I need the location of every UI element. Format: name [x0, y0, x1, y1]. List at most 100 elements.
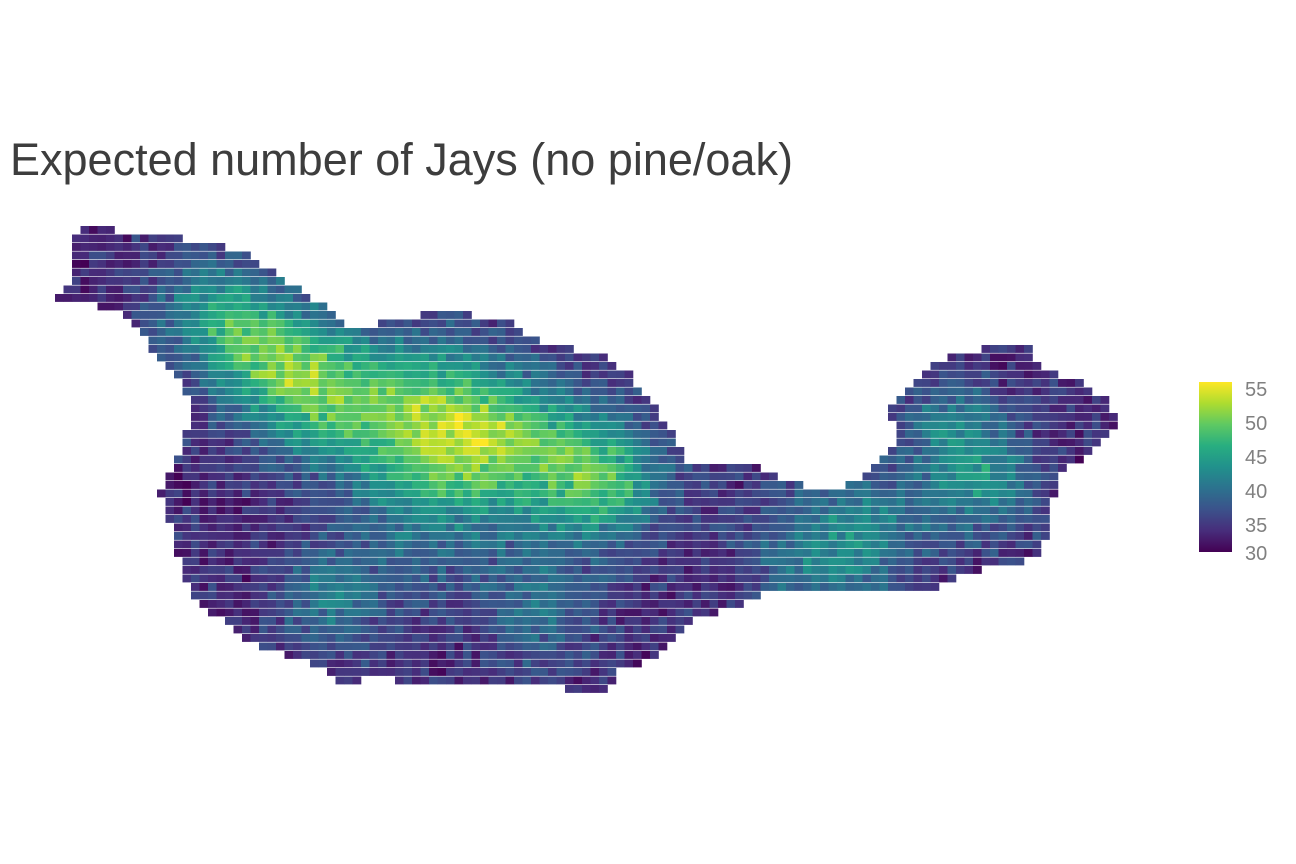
raster-cell — [743, 481, 753, 489]
raster-cell — [1024, 379, 1033, 387]
raster-cell — [301, 430, 311, 438]
raster-cell — [505, 625, 515, 634]
raster-cell — [692, 532, 702, 540]
raster-cell — [1075, 447, 1084, 455]
raster-cell — [157, 234, 166, 243]
raster-cell — [743, 557, 753, 566]
raster-cell — [208, 294, 217, 302]
raster-cell — [658, 472, 668, 481]
raster-cell — [1092, 438, 1101, 447]
raster-cell — [318, 608, 328, 617]
raster-cell — [1032, 387, 1042, 396]
raster-cell — [709, 574, 719, 583]
raster-cell — [1049, 379, 1059, 387]
raster-cell — [284, 319, 294, 328]
raster-cell — [131, 243, 141, 251]
raster-cell — [225, 328, 234, 336]
raster-cell — [395, 642, 404, 651]
raster-cell — [250, 506, 260, 515]
raster-cell — [922, 464, 931, 472]
raster-cell — [803, 515, 812, 523]
raster-cell — [488, 472, 498, 481]
raster-cell — [565, 659, 574, 668]
raster-cell — [973, 489, 982, 498]
raster-cell — [548, 540, 557, 549]
raster-cell — [548, 404, 557, 413]
raster-cell — [301, 404, 311, 413]
raster-cell — [344, 634, 353, 642]
raster-cell — [862, 506, 872, 515]
raster-cell — [684, 472, 693, 481]
raster-cell — [1015, 430, 1025, 438]
raster-cell — [1024, 498, 1033, 506]
raster-cell — [233, 600, 243, 608]
raster-cell — [658, 625, 668, 634]
raster-cell — [276, 302, 285, 311]
raster-cell — [701, 557, 710, 566]
raster-cell — [420, 438, 430, 447]
raster-cell — [497, 353, 506, 362]
raster-cell — [913, 447, 923, 455]
raster-cell — [361, 634, 370, 642]
raster-cell — [123, 285, 132, 294]
raster-cell — [225, 421, 234, 430]
raster-cell — [658, 447, 668, 455]
raster-cell — [565, 506, 574, 515]
raster-cell — [301, 379, 311, 387]
raster-cell — [565, 404, 574, 413]
raster-cell — [990, 353, 999, 362]
raster-cell — [624, 540, 634, 549]
raster-cell — [454, 608, 464, 617]
raster-cell — [378, 481, 387, 489]
raster-cell — [420, 396, 430, 404]
raster-cell — [616, 600, 625, 608]
raster-cell — [344, 430, 353, 438]
raster-cell — [276, 617, 285, 625]
raster-cell — [582, 387, 591, 396]
raster-cell — [335, 549, 345, 557]
raster-cell — [573, 498, 583, 506]
raster-cell — [191, 396, 200, 404]
raster-cell — [650, 404, 659, 413]
raster-cell — [276, 608, 285, 617]
raster-cell — [395, 430, 404, 438]
raster-cell — [548, 591, 557, 600]
raster-cell — [624, 523, 634, 532]
raster-cell — [497, 362, 506, 370]
raster-cell — [854, 574, 863, 583]
raster-cell — [641, 506, 651, 515]
raster-cell — [352, 447, 362, 455]
raster-cell — [633, 515, 642, 523]
raster-cell — [165, 515, 175, 523]
raster-cell — [233, 540, 243, 549]
raster-cell — [446, 600, 455, 608]
raster-cell — [276, 557, 285, 566]
raster-cell — [514, 668, 523, 676]
raster-cell — [233, 472, 243, 481]
raster-cell — [233, 311, 243, 319]
raster-cell — [242, 489, 251, 498]
raster-cell — [369, 506, 379, 515]
raster-cell — [242, 549, 251, 557]
raster-cell — [998, 557, 1008, 566]
raster-cell — [480, 464, 489, 472]
raster-cell — [301, 549, 311, 557]
raster-cell — [658, 642, 668, 651]
raster-cell — [284, 566, 294, 574]
raster-cell — [429, 370, 438, 379]
raster-cell — [752, 464, 761, 472]
raster-cell — [242, 438, 251, 447]
raster-cell — [174, 277, 183, 285]
raster-cell — [293, 549, 302, 557]
raster-cell — [1100, 421, 1110, 430]
raster-cell — [769, 472, 778, 481]
raster-cell — [871, 574, 880, 583]
raster-cell — [97, 285, 107, 294]
raster-cell — [259, 302, 268, 311]
raster-cell — [505, 447, 515, 455]
raster-cell — [233, 617, 243, 625]
raster-cell — [573, 634, 583, 642]
raster-cell — [548, 668, 557, 676]
raster-cell — [352, 566, 362, 574]
raster-cell — [684, 591, 693, 600]
